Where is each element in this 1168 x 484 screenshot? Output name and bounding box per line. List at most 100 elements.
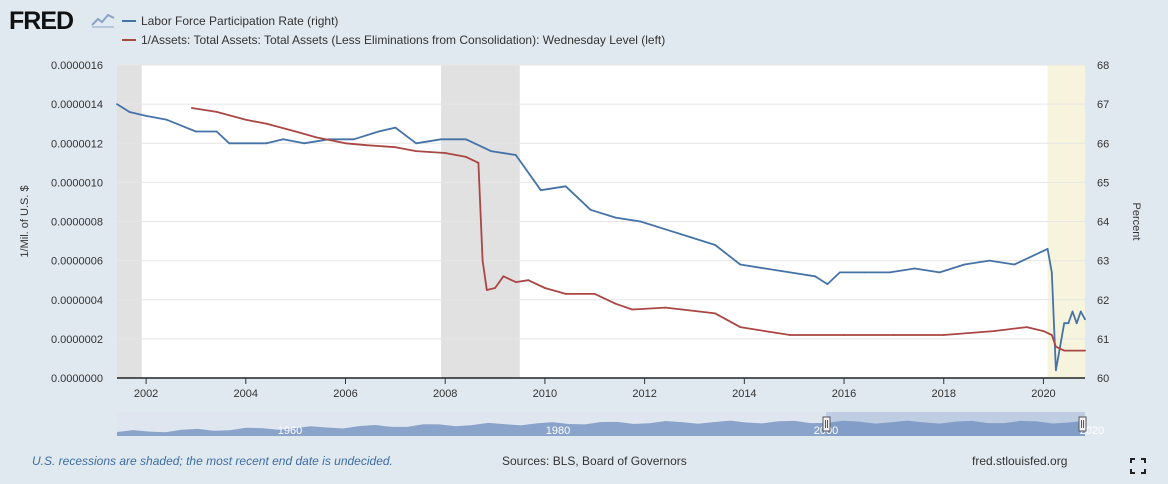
data-point [514, 281, 517, 283]
navigator-tick-label: 1980 [546, 425, 570, 437]
data-point [942, 334, 945, 336]
data-point [1075, 322, 1078, 325]
data-point [195, 130, 197, 133]
data-point [228, 142, 231, 145]
data-point [614, 216, 617, 219]
data-point [631, 308, 634, 311]
data-point [465, 138, 467, 141]
data-point [826, 283, 829, 285]
series-line-assets[interactable] [191, 107, 1085, 352]
y-right-tick-label: 67 [1097, 99, 1109, 111]
data-point [244, 118, 247, 121]
data-point [739, 326, 742, 328]
data-point [681, 308, 683, 311]
data-point [128, 111, 131, 113]
y-right-tick-label: 63 [1097, 256, 1109, 268]
data-point [303, 142, 305, 145]
y-left-tick-label: 0.0000016 [51, 60, 103, 72]
y-right-tick-label: 65 [1097, 177, 1109, 189]
data-point [481, 259, 484, 262]
data-point [477, 161, 480, 164]
data-point [215, 111, 218, 113]
data-point [1050, 334, 1053, 336]
data-point [664, 306, 667, 309]
y-left-tick-label: 0.0000002 [51, 334, 103, 346]
data-point [714, 312, 717, 315]
data-point [494, 287, 496, 289]
recession-note: U.S. recessions are shaded; the most rec… [32, 454, 393, 468]
y-right-tick-label: 68 [1097, 60, 1109, 72]
x-tick-label: 2004 [234, 388, 258, 400]
data-point [839, 271, 841, 274]
data-point [145, 115, 148, 117]
data-point [814, 275, 816, 278]
y-left-tick-label: 0.0000008 [51, 217, 103, 229]
navigator-handle-left[interactable] [822, 416, 831, 432]
data-point [190, 107, 193, 109]
data-point [344, 142, 347, 145]
data-point [415, 142, 417, 145]
y-right-tick-label: 64 [1097, 217, 1109, 229]
fred-logo[interactable]: FRED [9, 7, 74, 35]
navigator-handle-right[interactable] [1078, 416, 1087, 432]
data-point [593, 293, 596, 295]
data-point [639, 220, 642, 223]
x-tick-label: 2018 [932, 388, 956, 400]
data-point [394, 126, 397, 129]
fullscreen-icon[interactable] [1130, 458, 1146, 474]
navigator-series [117, 420, 1085, 436]
data-point [1063, 349, 1066, 352]
data-point [789, 334, 791, 336]
x-tick-label: 2014 [732, 388, 756, 400]
data-point [415, 150, 417, 153]
fred-url[interactable]: fred.stlouisfed.org [972, 454, 1068, 468]
data-point [1050, 271, 1053, 274]
data-point [485, 289, 488, 291]
data-point [764, 267, 766, 270]
y-left-tick-label: 0.0000014 [51, 99, 103, 111]
data-point [664, 228, 667, 231]
legend-swatch-labor-force [122, 19, 136, 22]
data-point [863, 271, 866, 274]
x-tick-label: 2016 [832, 388, 856, 400]
data-point [1025, 326, 1028, 328]
data-point [215, 130, 218, 133]
y-left-tick-label: 0.0000006 [51, 256, 103, 268]
data-point [377, 130, 380, 133]
data-point [352, 138, 355, 141]
data-point [589, 208, 592, 211]
y-left-tick-label: 0.0000012 [51, 138, 103, 150]
y-right-tick-label: 66 [1097, 138, 1109, 150]
data-point [514, 154, 517, 156]
data-point [1079, 310, 1082, 313]
data-point [265, 142, 268, 145]
legend-label: 1/Assets: Total Assets: Total Assets (Le… [141, 33, 666, 47]
data-point [564, 293, 567, 295]
x-tick-label: 2006 [333, 388, 357, 400]
data-point [244, 142, 247, 145]
data-point [365, 144, 368, 147]
y-right-tick-label: 61 [1097, 334, 1109, 346]
data-point [843, 334, 845, 336]
data-point [282, 138, 285, 141]
y-left-tick-label: 0.0000010 [51, 177, 103, 189]
data-point [1071, 310, 1074, 313]
y-right-tick-label: 60 [1097, 373, 1109, 385]
data-point [614, 302, 617, 305]
data-point [166, 118, 168, 121]
data-point [1046, 248, 1049, 250]
data-point [789, 271, 791, 274]
data-point [1084, 318, 1086, 321]
navigator-tick-label: 1960 [278, 425, 302, 437]
series-line-labor-force[interactable] [116, 103, 1086, 372]
data-point [992, 330, 995, 332]
data-point [490, 150, 492, 153]
data-point [1038, 251, 1041, 254]
legend-item-labor-force[interactable]: Labor Force Participation Rate (right) [122, 13, 338, 29]
data-point [764, 330, 766, 332]
legend-item-assets[interactable]: 1/Assets: Total Assets: Total Assets (Le… [122, 32, 665, 48]
data-point [394, 146, 397, 149]
data-point [265, 122, 268, 125]
data-point [1063, 322, 1066, 325]
